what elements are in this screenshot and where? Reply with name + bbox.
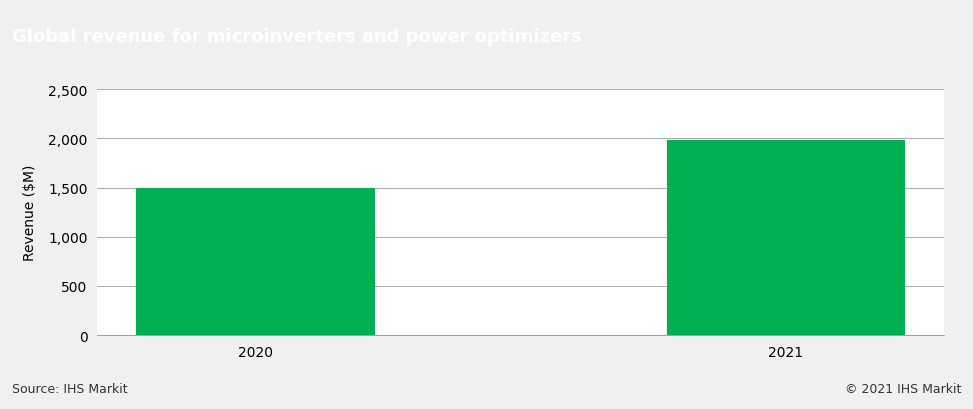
Bar	[136, 188, 375, 335]
Y-axis label: Revenue ($M): Revenue ($M)	[23, 164, 37, 261]
Bar	[667, 141, 905, 335]
Text: © 2021 IHS Markit: © 2021 IHS Markit	[845, 382, 961, 395]
Text: Global revenue for microinverters and power optimizers: Global revenue for microinverters and po…	[12, 28, 582, 46]
Text: Source: IHS Markit: Source: IHS Markit	[12, 382, 127, 395]
